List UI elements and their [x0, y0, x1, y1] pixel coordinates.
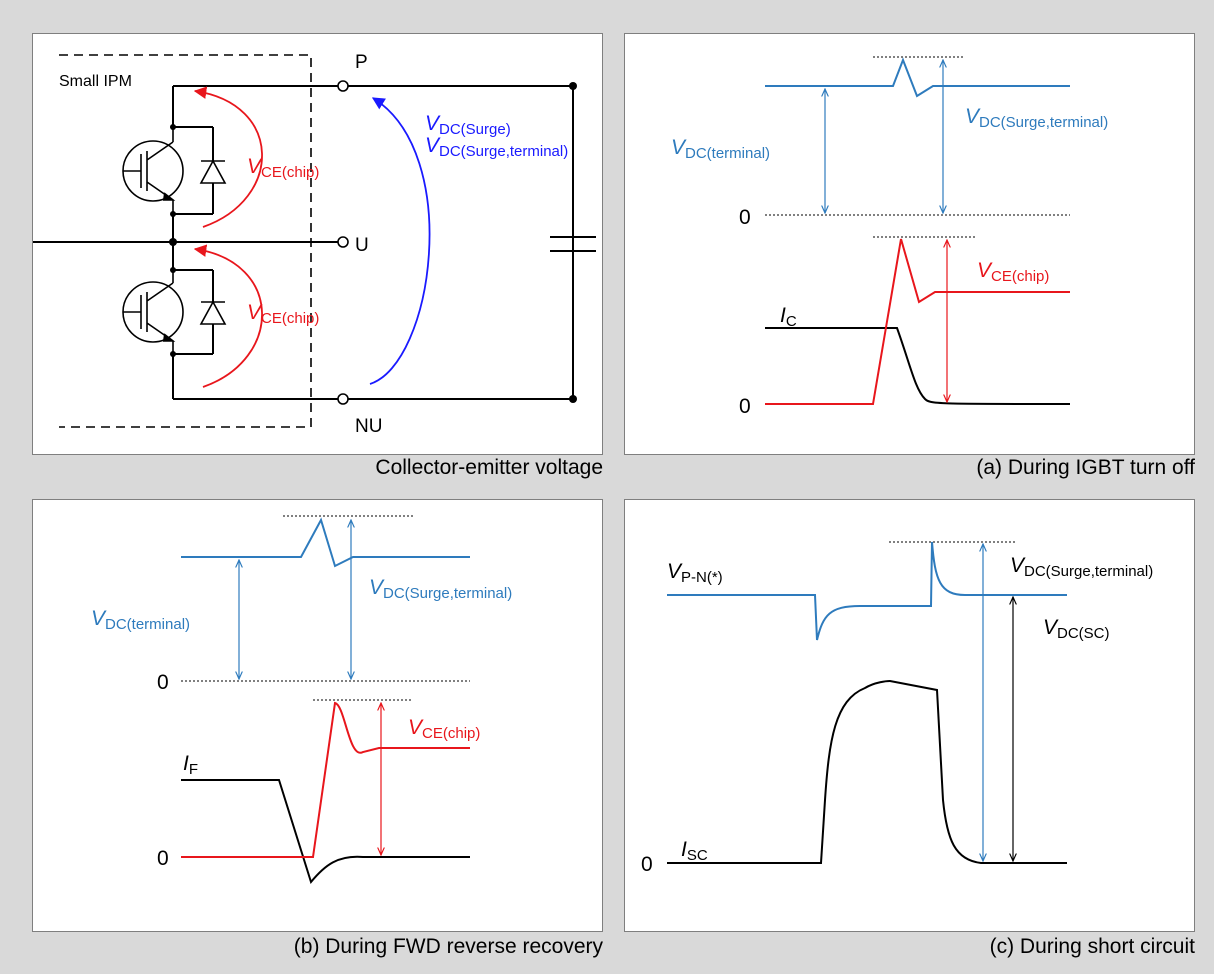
vdc-terminal-label-b: VDC(terminal)	[91, 607, 190, 633]
panel-a: VDC(terminal) VDC(Surge,terminal) 0 VCE(…	[624, 33, 1195, 455]
vdc-waveform-b	[181, 517, 470, 568]
fwd-lower-icon	[199, 270, 227, 354]
vce-label-b: VCE(chip)	[408, 716, 480, 742]
vdc-surge-terminal-label-a: VDC(Surge,terminal)	[965, 105, 1108, 131]
zero-bottom-b: 0	[157, 847, 169, 870]
vce-waveform-b	[181, 701, 470, 858]
vce-upper-arrow	[193, 86, 263, 228]
vdc-surge-terminal-label: VDC(Surge,terminal)	[425, 134, 568, 160]
isc-label-c: ISC	[681, 838, 708, 864]
vpn-label-c: VP-N(*)	[667, 560, 723, 586]
ic-label-a: IC	[780, 304, 797, 330]
vce-waveform-a	[765, 238, 1070, 405]
vce-lower-label: VCE(chip)	[247, 301, 319, 327]
vce-label-a: VCE(chip)	[977, 259, 1049, 285]
circuit-panel: Small IPM P U NU	[32, 33, 603, 455]
panel-a-caption: (a) During IGBT turn off	[976, 456, 1195, 479]
vdc-terminal-label-a: VDC(terminal)	[671, 136, 770, 162]
isc-waveform-c	[667, 679, 1067, 864]
fwd-upper-icon	[199, 127, 227, 214]
vdc-sc-label-c: VDC(SC)	[1043, 616, 1110, 642]
zero-top-a: 0	[739, 206, 751, 229]
terminal-nu-label: NU	[355, 416, 382, 437]
panel-b: VDC(terminal) VDC(Surge,terminal) 0 VCE(…	[32, 499, 603, 932]
panel-c-caption: (c) During short circuit	[989, 935, 1195, 958]
module-label: Small IPM	[59, 73, 132, 90]
vdc-surge-arrow	[369, 97, 431, 385]
waveform-c: VP-N(*) VDC(Surge,terminal) VDC(SC) ISC …	[641, 541, 1153, 876]
terminal-nu	[337, 393, 349, 405]
terminal-p-label: P	[355, 52, 368, 73]
circuit-diagram: Small IPM P U NU	[33, 52, 596, 437]
vdc-surge-terminal-label-b: VDC(Surge,terminal)	[369, 576, 512, 602]
vdc-surge-label: VDC(Surge)	[425, 112, 511, 138]
circuit-caption: Collector-emitter voltage	[375, 456, 603, 479]
zero-bottom-a: 0	[739, 395, 751, 418]
terminal-u	[337, 236, 349, 248]
panel-b-caption: (b) During FWD reverse recovery	[293, 935, 603, 958]
waveform-a: VDC(terminal) VDC(Surge,terminal) 0 VCE(…	[671, 56, 1108, 418]
ic-waveform-a	[765, 327, 1071, 405]
if-waveform-b	[181, 779, 470, 885]
terminal-u-label: U	[355, 235, 369, 256]
p-rail	[33, 85, 596, 400]
if-label-b: IF	[183, 752, 198, 778]
igbt-lower-icon	[122, 270, 184, 354]
vpn-waveform-c	[667, 541, 1067, 641]
panel-c: VP-N(*) VDC(Surge,terminal) VDC(SC) ISC …	[624, 499, 1195, 932]
igbt-upper-icon	[122, 127, 184, 214]
vdc-surge-terminal-label-c: VDC(Surge,terminal)	[1010, 554, 1153, 580]
vce-upper-label: VCE(chip)	[247, 155, 319, 181]
zero-top-b: 0	[157, 671, 169, 694]
zero-c: 0	[641, 853, 653, 876]
terminal-p	[337, 80, 349, 92]
vce-lower-arrow	[193, 244, 263, 388]
waveform-b: VDC(terminal) VDC(Surge,terminal) 0 VCE(…	[91, 515, 512, 885]
vdc-waveform-a	[765, 57, 1070, 98]
